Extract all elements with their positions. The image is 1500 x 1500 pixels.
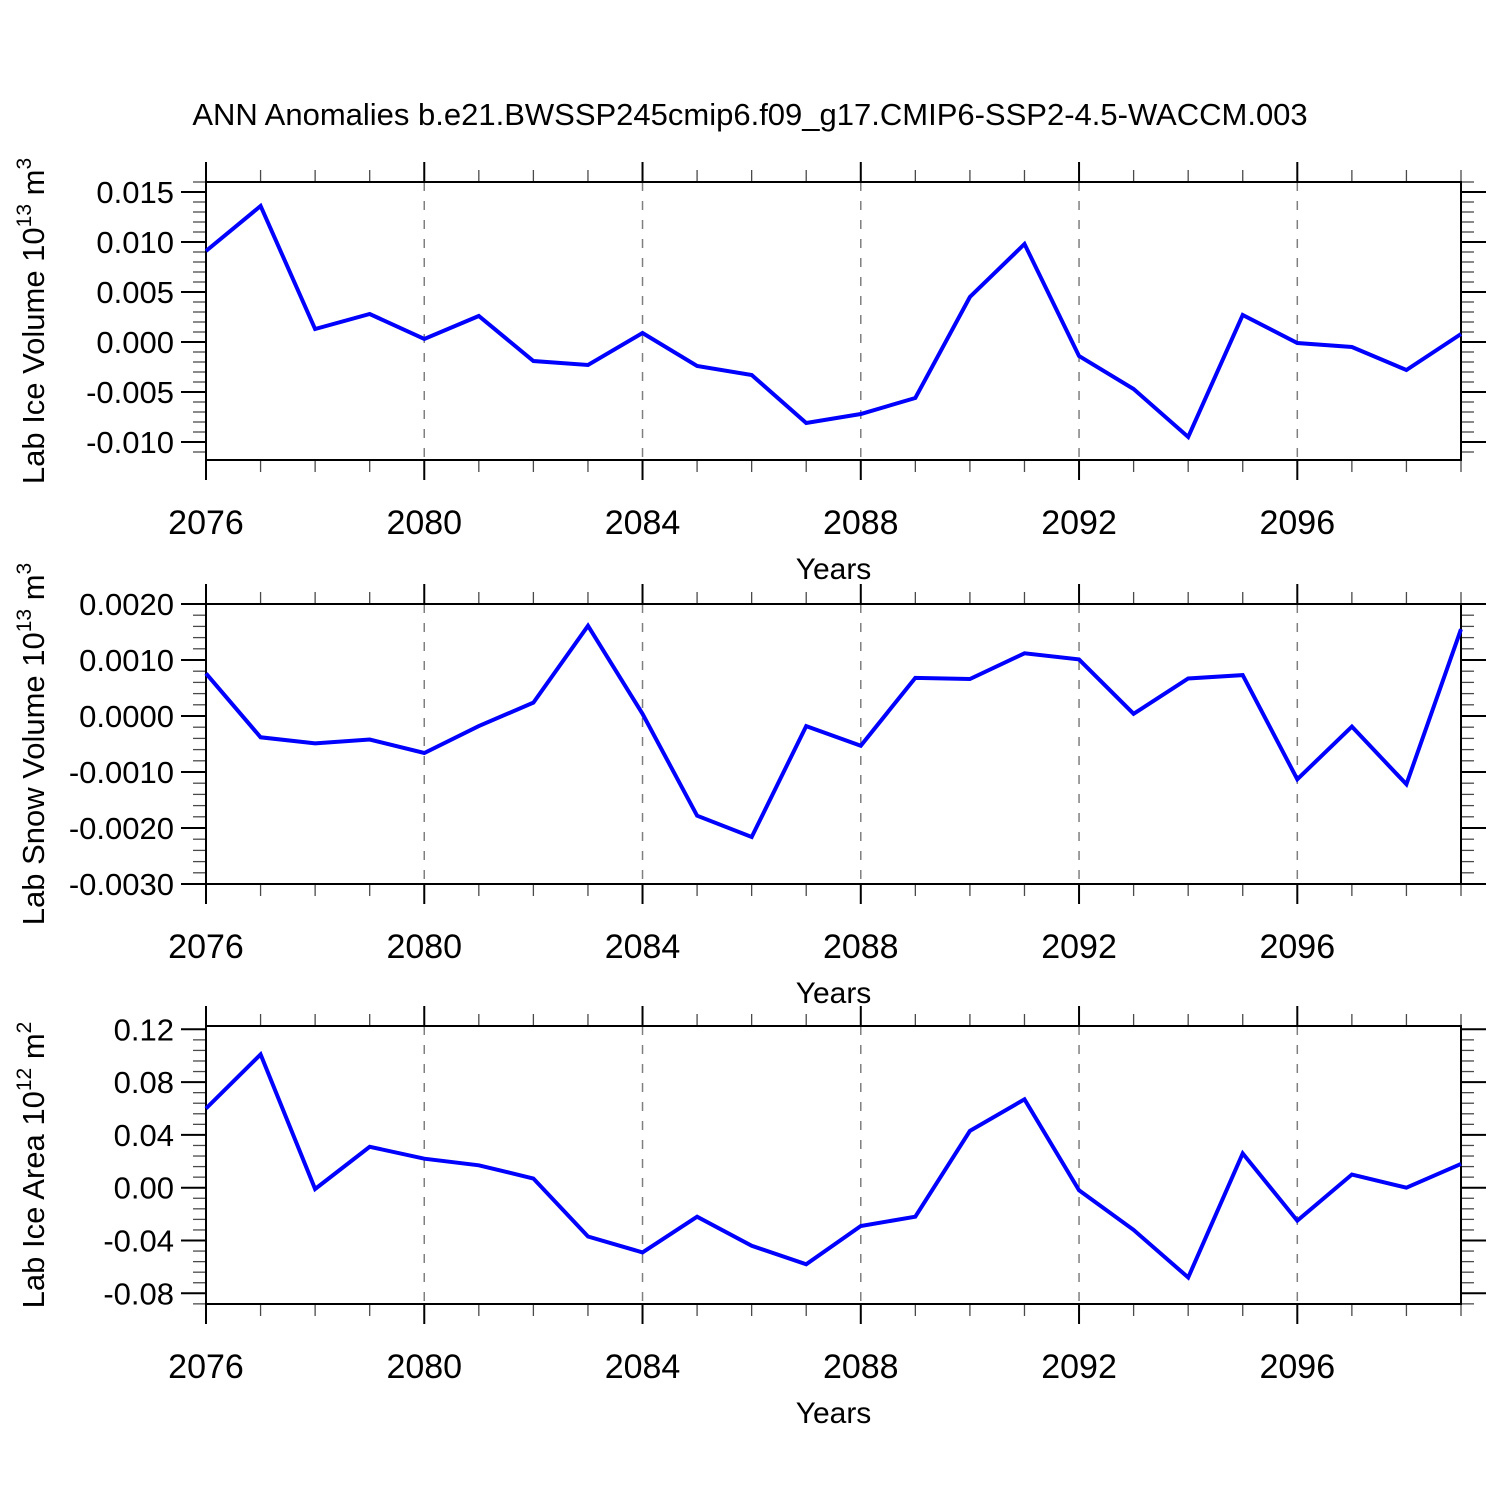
y-tick-label: -0.08	[103, 1276, 174, 1311]
y-tick-label: 0.005	[96, 275, 174, 310]
y-tick-label: 0.010	[96, 225, 174, 260]
y-tick-label: 0.0000	[79, 699, 174, 734]
x-tick-label: 2084	[605, 504, 681, 542]
x-tick-label: 2088	[823, 1348, 899, 1386]
x-tick-label: 2076	[168, 928, 244, 966]
lab-ice-area-line	[204, 1050, 1462, 1281]
x-tick-label: 2080	[386, 928, 462, 966]
x-tick-label: 2076	[168, 504, 244, 542]
y-tick-label: 0.0020	[79, 587, 174, 622]
lab-ice-volume-line	[204, 202, 1463, 441]
x-axis-title: Years	[796, 977, 872, 1010]
y-tick-label: 0.00	[114, 1171, 174, 1206]
y-tick-label: 0.12	[114, 1012, 174, 1047]
x-tick-label: 2076	[168, 1348, 244, 1386]
y-tick-label: 0.08	[114, 1065, 174, 1100]
y-tick-label: -0.005	[86, 375, 174, 410]
x-axis-title: Years	[796, 553, 872, 586]
x-tick-label: 2092	[1041, 504, 1117, 542]
x-tick-label: 2084	[605, 928, 681, 966]
y-tick-label: 0.0010	[79, 643, 174, 678]
panel-frame	[205, 603, 1462, 885]
x-tick-label: 2080	[386, 1348, 462, 1386]
y-tick-label: 0.015	[96, 175, 174, 210]
y-tick-label: -0.0030	[69, 867, 174, 902]
y-tick-label: -0.0010	[69, 755, 174, 790]
x-tick-label: 2080	[386, 504, 462, 542]
panel-frame	[205, 181, 1462, 461]
panel-lab-ice-area: 0.12 0.08 0.04 0.00 -0.04 -0.08 2076 2080 2084 20…	[13, 1006, 1486, 1430]
x-tick-label: 2088	[823, 504, 899, 542]
x-tick-label: 2092	[1041, 928, 1117, 966]
lab-snow-volume-line	[204, 622, 1463, 840]
x-tick-label: 2092	[1041, 1348, 1117, 1386]
x-tick-label: 2084	[605, 1348, 681, 1386]
y-tick-label: -0.010	[86, 425, 174, 460]
y-axis-title: Lab Ice Area 1012 m2	[13, 1022, 51, 1309]
x-tick-label: 2096	[1259, 928, 1335, 966]
y-tick-label: -0.0020	[69, 811, 174, 846]
panel-lab-snow-volume: 0.0020 0.0010 0.0000 -0.0010 -0.0020 -0.0030 2…	[13, 563, 1486, 1010]
y-tick-label: -0.04	[103, 1224, 174, 1259]
y-tick-label: 0.000	[96, 325, 174, 360]
x-axis-title: Years	[796, 1397, 872, 1430]
y-axis-title: Lab Ice Volume 1013 m3	[13, 158, 51, 484]
panel-lab-ice-volume: 0.015 0.010 0.005 0.000 -0.005 -0.010 2076 2080…	[13, 158, 1486, 586]
x-tick-label: 2088	[823, 928, 899, 966]
y-tick-label: 0.04	[114, 1118, 174, 1153]
y-axis-title: Lab Snow Volume 1013 m3	[13, 563, 51, 925]
x-tick-label: 2096	[1259, 1348, 1335, 1386]
panel-frame	[205, 1025, 1462, 1305]
plot-title: ANN Anomalies b.e21.BWSSP245cmip6.f09_g1…	[192, 97, 1308, 132]
x-tick-label: 2096	[1259, 504, 1335, 542]
